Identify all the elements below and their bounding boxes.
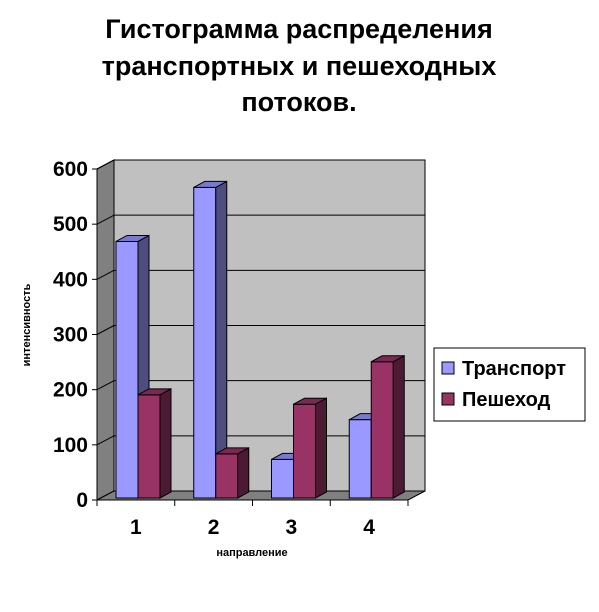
- bar-side: [315, 397, 327, 499]
- legend-swatch: [441, 361, 455, 375]
- x-axis-title: направление: [216, 547, 287, 559]
- bar-front: [348, 419, 372, 499]
- bar-pedestrian-4: [370, 354, 405, 499]
- x-tick-label: 2: [208, 516, 220, 539]
- chart-title-line-1: Гистограмма распределения: [105, 14, 492, 44]
- bar-top: [193, 180, 227, 188]
- bar-side: [237, 447, 250, 499]
- x-tick-label: 3: [286, 516, 298, 539]
- chart-title-line-2: транспортных и пешеходных: [102, 51, 497, 81]
- legend: Транспорт Пешеход: [433, 347, 586, 422]
- bar-front: [115, 240, 139, 499]
- y-tick-label: 200: [53, 379, 88, 402]
- bar-top: [137, 388, 172, 396]
- gridline-side: [96, 269, 115, 280]
- y-tick-label: 500: [53, 213, 88, 236]
- bar-pedestrian-2: [215, 447, 250, 499]
- bar-pedestrian-3: [293, 397, 327, 499]
- bar-top: [115, 234, 150, 242]
- bar-front: [370, 361, 394, 499]
- legend-swatch: [441, 392, 455, 406]
- bar-top: [371, 355, 405, 363]
- legend-label: Пешеход: [462, 389, 551, 411]
- bar-front: [193, 186, 217, 499]
- bar-transport-1: [115, 234, 150, 499]
- chart-title-line-3: потоков.: [241, 87, 356, 117]
- gridline-side: [96, 435, 115, 446]
- gridline-side: [96, 380, 115, 391]
- y-tick-label: 0: [76, 489, 88, 512]
- y-axis-title: интенсивность: [21, 283, 33, 366]
- x-axis-ticks: 1 2 3 4: [96, 499, 409, 539]
- gridline-side: [96, 325, 115, 335]
- bar-transport-2: [193, 180, 228, 499]
- y-tick-label: 600: [53, 158, 88, 181]
- y-axis-ticks: 0 100 200 300 400 500 600: [53, 158, 98, 512]
- x-tick-label: 1: [130, 516, 142, 539]
- gridline-side: [96, 159, 115, 170]
- y-tick-label: 100: [53, 434, 88, 457]
- y-tick-label: 300: [53, 324, 88, 347]
- bar-side: [159, 387, 172, 499]
- bar-pedestrian-1: [137, 387, 172, 499]
- bars: [115, 180, 405, 499]
- legend-label: Транспорт: [462, 358, 566, 380]
- chart-title: Гистограмма распределения транспортных и…: [102, 14, 497, 117]
- bar-front: [271, 458, 294, 499]
- bar-top: [215, 447, 249, 455]
- x-tick-label: 4: [363, 516, 375, 539]
- bar-top: [293, 397, 327, 405]
- bar-front: [137, 394, 161, 499]
- bar-side: [392, 354, 405, 499]
- gridline-side: [96, 214, 115, 225]
- bar-front: [293, 403, 316, 499]
- bar-front: [215, 453, 239, 499]
- y-tick-label: 400: [53, 268, 88, 291]
- legend-box: [433, 347, 586, 422]
